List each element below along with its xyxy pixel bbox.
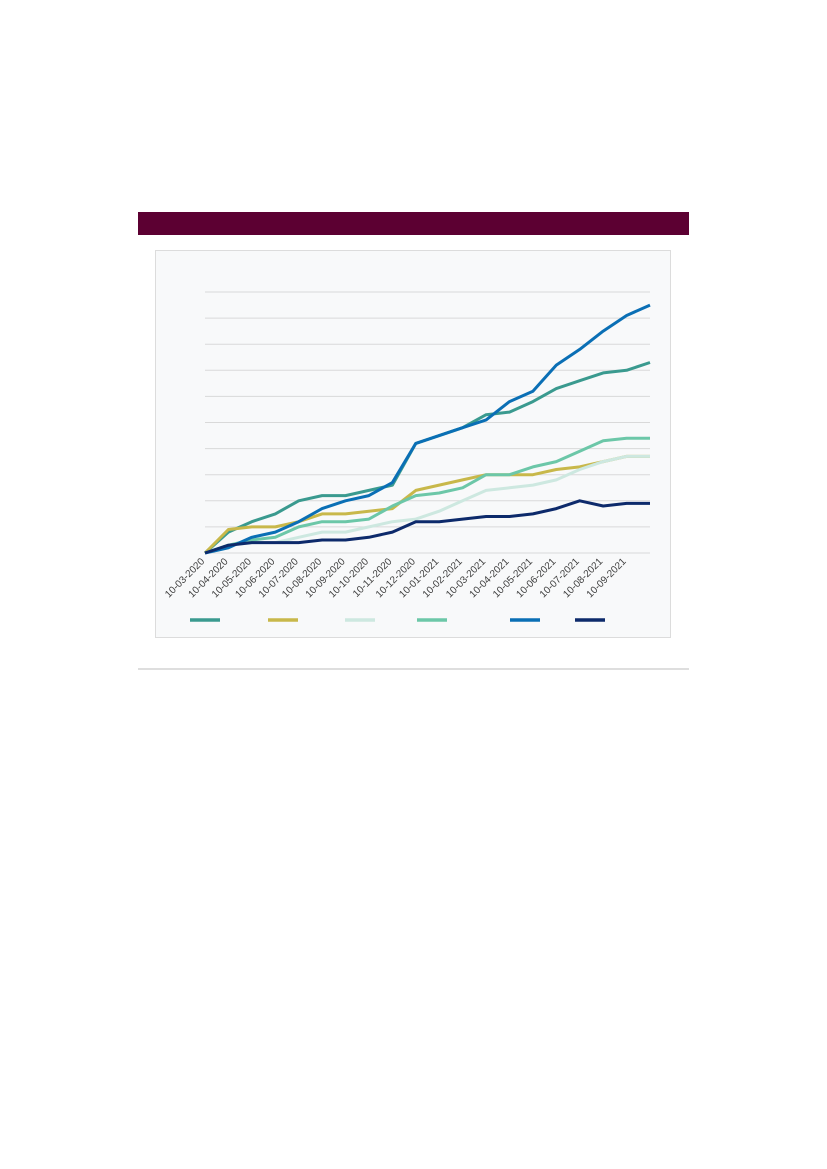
series-line — [203, 454, 650, 555]
series-line — [204, 303, 651, 555]
chart-panel — [155, 250, 671, 638]
series-line — [204, 436, 650, 555]
header-bar — [138, 212, 689, 235]
series-line — [204, 499, 650, 555]
